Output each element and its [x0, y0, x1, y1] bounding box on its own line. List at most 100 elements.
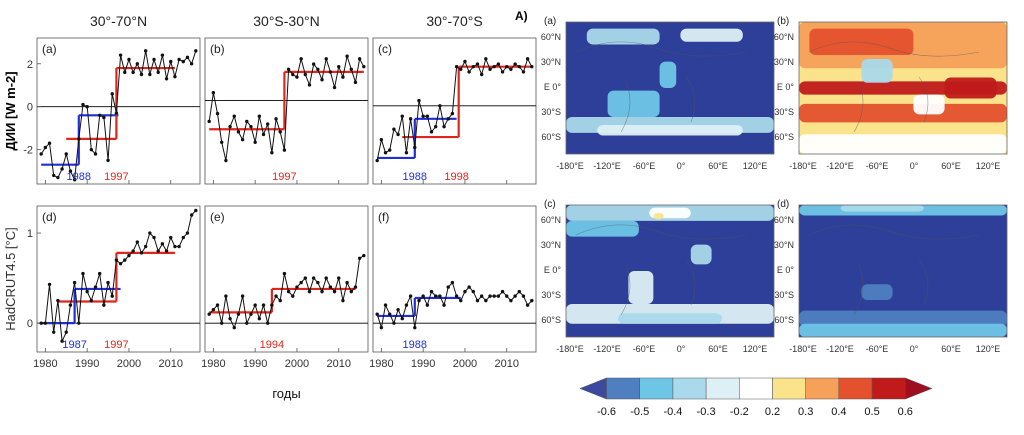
data-point: [291, 72, 295, 77]
data-point: [530, 298, 534, 303]
data-point: [68, 303, 73, 307]
colorbar-swatch: [772, 377, 806, 400]
data-point: [152, 235, 156, 240]
data-point: [189, 213, 194, 217]
data-point: [127, 253, 131, 258]
data-point: [332, 289, 337, 294]
plot-frame: [372, 37, 537, 185]
data-point: [328, 70, 333, 74]
panel-label: (e): [210, 210, 225, 224]
data-point: [362, 64, 366, 69]
data-point: [265, 122, 270, 126]
x-tick-label: 2010: [495, 358, 519, 370]
data-point: [64, 330, 68, 334]
data-point: [232, 114, 236, 118]
longitude-label: 60°E: [708, 344, 728, 354]
map-anomaly-region: [653, 212, 664, 220]
data-point: [353, 285, 358, 289]
data-point: [169, 59, 173, 64]
data-point: [530, 64, 534, 69]
longitude-label: -60°E: [866, 344, 889, 354]
data-point: [459, 298, 463, 303]
data-point: [513, 62, 517, 66]
latitude-label: E 0°: [544, 265, 562, 275]
data-point: [438, 294, 442, 298]
data-point: [286, 67, 291, 71]
data-point: [383, 303, 388, 307]
colorbar-tick-label: 0.4: [831, 406, 846, 418]
map-panel: (d) 60°N 30°N E 0° 30°S 60°S -180°E -120°E -60°E…: [774, 199, 1008, 354]
data-point: [383, 151, 388, 155]
data-point: [249, 124, 253, 129]
data-point: [349, 67, 353, 71]
x-tick-label: 1980: [33, 358, 57, 370]
change-year-label: 1997: [104, 339, 128, 351]
map-panel-label: (d): [777, 199, 789, 210]
data-point: [114, 258, 119, 262]
data-point: [341, 75, 345, 79]
latitude-label: 60°N: [541, 32, 561, 42]
data-point: [286, 289, 291, 294]
data-point: [270, 151, 274, 155]
data-point: [274, 294, 278, 298]
latitude-label: 60°N: [774, 32, 794, 42]
data-point: [181, 235, 185, 240]
map-anomaly-region: [944, 77, 997, 99]
latitude-label: 30°N: [541, 57, 561, 67]
data-point: [139, 72, 144, 77]
y-tick-label: 0: [27, 102, 33, 114]
x-tick-label: 2010: [159, 358, 183, 370]
data-point: [525, 303, 530, 307]
map-anomaly-region: [618, 313, 722, 324]
data-point: [68, 169, 73, 173]
data-point: [148, 72, 152, 77]
map-anomaly-region: [659, 61, 677, 88]
data-point: [307, 83, 312, 87]
data-point: [400, 114, 404, 118]
data-point: [525, 57, 530, 61]
x-tick-label: 2000: [117, 358, 141, 370]
data-point: [224, 158, 228, 163]
latitude-label: 30°N: [541, 240, 561, 250]
colorbar-tick-label: -0.2: [730, 406, 749, 418]
latitude-label: 60°S: [541, 315, 561, 325]
data-point: [303, 276, 308, 280]
colorbar-swatch: [838, 377, 873, 400]
data-point: [261, 132, 266, 137]
longitude-label: -180°E: [556, 344, 584, 354]
data-point: [392, 127, 396, 131]
data-point: [56, 298, 60, 303]
data-point: [299, 280, 303, 285]
data-point: [433, 124, 438, 129]
data-point: [185, 231, 190, 235]
map-anomaly-region: [861, 58, 893, 83]
data-point: [357, 256, 362, 260]
panel-b: (b) 1997: [204, 37, 369, 185]
latitude-label: 30°S: [774, 107, 794, 117]
data-point: [417, 98, 421, 103]
coastline: [853, 81, 864, 133]
data-point: [459, 67, 463, 71]
colorbar-swatch: [705, 377, 740, 400]
data-point: [152, 57, 156, 62]
plot-frame: [204, 205, 369, 353]
data-point: [253, 303, 257, 307]
data-point: [228, 316, 232, 321]
data-point: [139, 251, 144, 255]
map-anomaly-region: [799, 103, 1007, 123]
data-point: [282, 271, 287, 276]
data-point: [81, 271, 85, 276]
panel-label: (b): [210, 42, 225, 56]
data-point: [311, 276, 316, 280]
map-anomaly-region: [799, 310, 1007, 327]
data-point: [509, 298, 513, 303]
data-point: [39, 152, 43, 156]
data-point: [39, 321, 43, 325]
data-point: [320, 78, 324, 82]
data-point: [60, 167, 64, 171]
data-point: [47, 282, 52, 287]
coastline: [620, 81, 631, 133]
data-point: [505, 64, 509, 69]
colorbar: -0.6 -0.5 -0.4 -0.3 -0.2 0.2 0.3 0.4 0.5 0.6: [579, 377, 933, 418]
data-point: [215, 111, 220, 116]
